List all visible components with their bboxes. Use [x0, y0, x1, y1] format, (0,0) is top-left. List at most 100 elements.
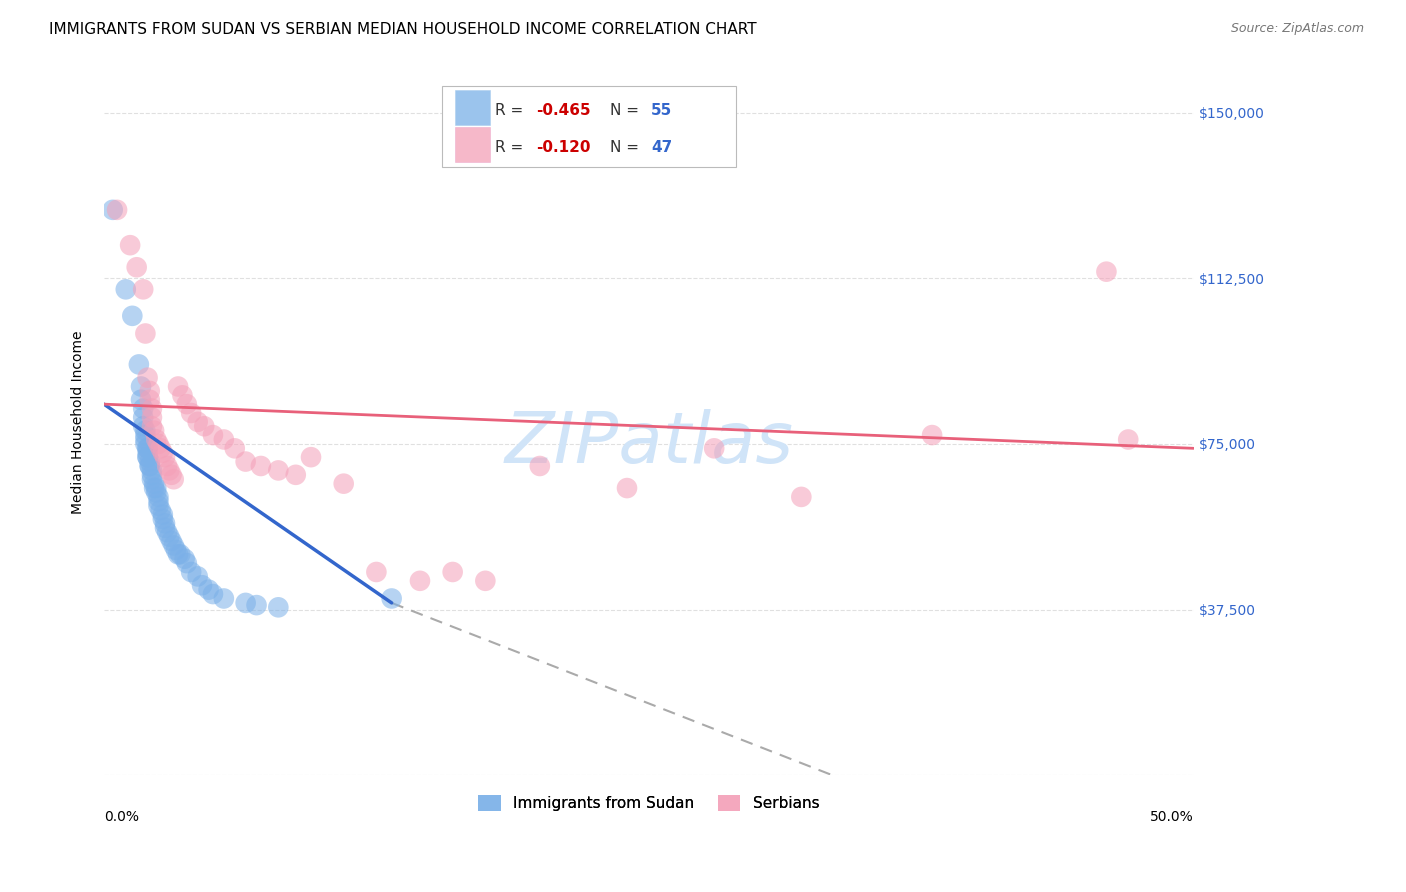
Point: [152, 512, 174, 526]
Text: N =: N =: [610, 140, 644, 155]
Text: N =: N =: [610, 103, 644, 118]
Point: [212, 433, 235, 447]
Point: [129, 392, 152, 407]
Point: [160, 467, 183, 482]
Point: [134, 326, 156, 341]
Point: [156, 458, 179, 473]
Point: [176, 556, 198, 570]
Point: [157, 463, 180, 477]
Point: [616, 481, 638, 495]
Point: [139, 454, 162, 468]
Point: [120, 238, 142, 252]
Point: [136, 442, 159, 456]
Point: [267, 463, 290, 477]
Point: [165, 542, 187, 557]
Point: [172, 388, 194, 402]
Point: [267, 600, 290, 615]
Point: [139, 458, 162, 473]
Point: [132, 401, 155, 416]
Point: [180, 565, 202, 579]
Point: [128, 358, 150, 372]
Point: [167, 379, 190, 393]
Point: [148, 494, 170, 508]
Point: [284, 467, 307, 482]
Point: [148, 499, 170, 513]
Point: [245, 598, 267, 612]
Point: [153, 521, 176, 535]
Point: [141, 410, 163, 425]
Point: [173, 551, 195, 566]
Point: [529, 458, 551, 473]
Point: [143, 476, 166, 491]
Point: [139, 384, 162, 398]
Point: [153, 516, 176, 531]
Point: [235, 596, 257, 610]
Point: [224, 442, 246, 456]
Point: [136, 370, 159, 384]
Point: [366, 565, 388, 579]
Point: [143, 424, 166, 438]
Point: [201, 428, 224, 442]
Point: [121, 309, 143, 323]
Point: [187, 569, 209, 583]
Point: [134, 424, 156, 438]
Point: [145, 481, 167, 495]
FancyBboxPatch shape: [456, 90, 489, 125]
Point: [332, 476, 354, 491]
Text: 0.0%: 0.0%: [104, 811, 139, 824]
Point: [141, 419, 163, 434]
Point: [149, 503, 172, 517]
Text: -0.465: -0.465: [537, 103, 591, 118]
Point: [105, 202, 128, 217]
Point: [180, 406, 202, 420]
Text: 50.0%: 50.0%: [1150, 811, 1194, 824]
Point: [299, 450, 322, 465]
Point: [132, 419, 155, 434]
Point: [921, 428, 943, 442]
Point: [145, 485, 167, 500]
Text: 47: 47: [651, 140, 672, 155]
Text: 55: 55: [651, 103, 672, 118]
Point: [149, 442, 172, 456]
Point: [157, 530, 180, 544]
Point: [235, 454, 257, 468]
Point: [163, 472, 186, 486]
Point: [136, 446, 159, 460]
Point: [201, 587, 224, 601]
Text: -0.120: -0.120: [537, 140, 591, 155]
Point: [197, 582, 219, 597]
Point: [141, 472, 163, 486]
Point: [148, 490, 170, 504]
Point: [167, 547, 190, 561]
Y-axis label: Median Household Income: Median Household Income: [72, 330, 86, 514]
Point: [134, 433, 156, 447]
Point: [212, 591, 235, 606]
Point: [101, 202, 124, 217]
Point: [139, 392, 162, 407]
Point: [134, 437, 156, 451]
Point: [169, 547, 191, 561]
Point: [160, 534, 183, 549]
Point: [136, 450, 159, 465]
Point: [191, 578, 214, 592]
Point: [136, 450, 159, 465]
Point: [132, 282, 155, 296]
Text: R =: R =: [495, 103, 529, 118]
Point: [132, 410, 155, 425]
Point: [409, 574, 432, 588]
Point: [139, 458, 162, 473]
Point: [193, 419, 215, 434]
Point: [129, 379, 152, 393]
Point: [153, 450, 176, 465]
Point: [703, 442, 725, 456]
Point: [148, 437, 170, 451]
Point: [163, 539, 186, 553]
FancyBboxPatch shape: [456, 128, 489, 162]
Point: [441, 565, 464, 579]
Point: [134, 428, 156, 442]
Text: Source: ZipAtlas.com: Source: ZipAtlas.com: [1230, 22, 1364, 36]
Point: [143, 481, 166, 495]
Point: [152, 446, 174, 460]
Point: [136, 442, 159, 456]
Point: [152, 508, 174, 522]
